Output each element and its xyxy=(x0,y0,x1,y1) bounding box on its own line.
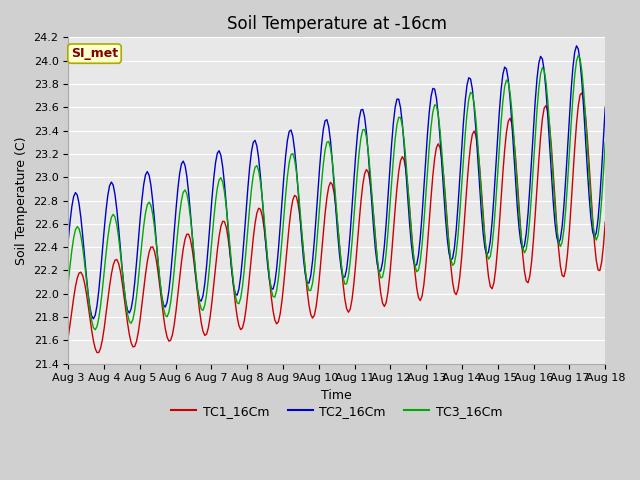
Legend: TC1_16Cm, TC2_16Cm, TC3_16Cm: TC1_16Cm, TC2_16Cm, TC3_16Cm xyxy=(166,400,507,423)
Text: SI_met: SI_met xyxy=(71,47,118,60)
Y-axis label: Soil Temperature (C): Soil Temperature (C) xyxy=(15,136,28,265)
Title: Soil Temperature at -16cm: Soil Temperature at -16cm xyxy=(227,15,447,33)
X-axis label: Time: Time xyxy=(321,389,352,402)
